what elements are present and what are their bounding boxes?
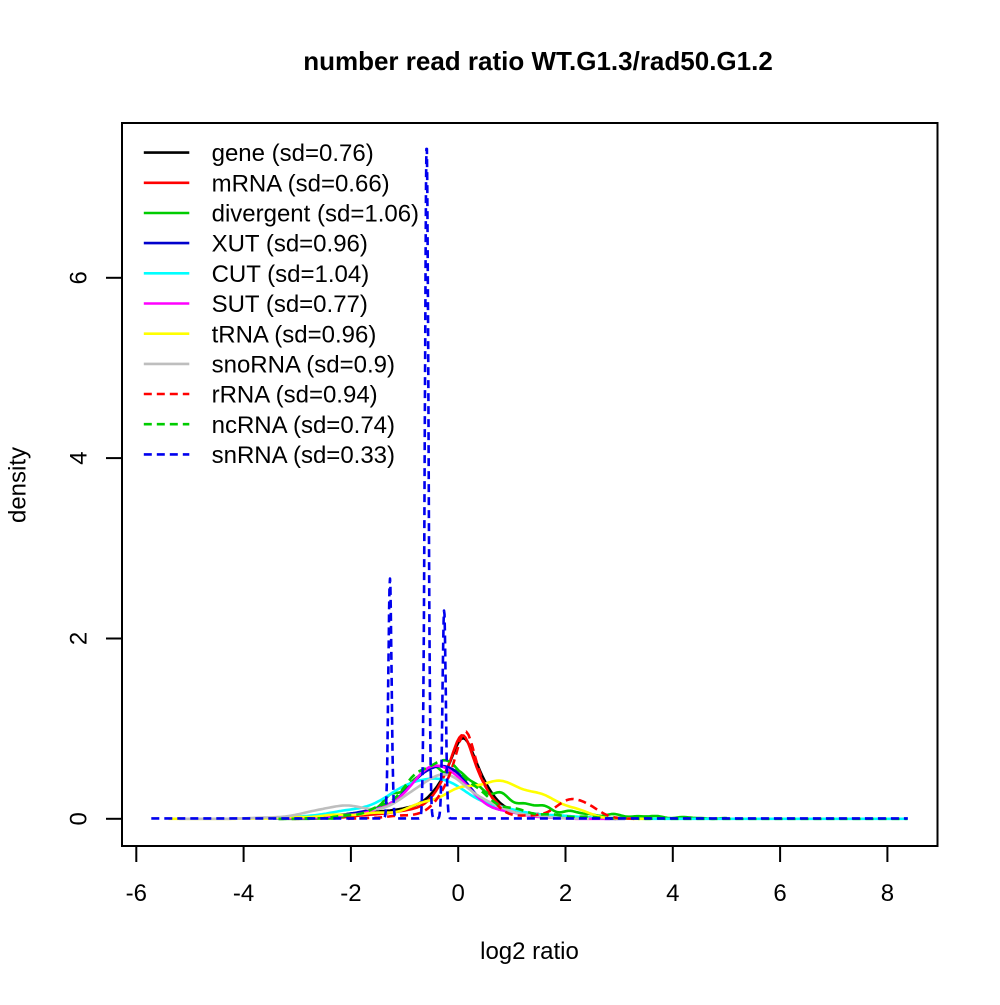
svg-text:-2: -2 (340, 880, 361, 907)
svg-text:4: 4 (65, 451, 92, 464)
svg-text:density: density (5, 447, 32, 523)
svg-text:ncRNA (sd=0.74): ncRNA (sd=0.74) (212, 412, 395, 439)
svg-text:8: 8 (881, 880, 894, 907)
svg-text:XUT (sd=0.96): XUT (sd=0.96) (212, 231, 368, 258)
svg-text:SUT (sd=0.77): SUT (sd=0.77) (212, 291, 368, 318)
svg-text:tRNA (sd=0.96): tRNA (sd=0.96) (212, 321, 377, 348)
svg-text:6: 6 (773, 880, 786, 907)
svg-text:mRNA (sd=0.66): mRNA (sd=0.66) (212, 170, 390, 197)
svg-text:6: 6 (65, 271, 92, 284)
svg-text:-6: -6 (126, 880, 147, 907)
svg-text:log2 ratio: log2 ratio (480, 938, 579, 965)
svg-text:rRNA (sd=0.94): rRNA (sd=0.94) (212, 382, 378, 409)
svg-text:0: 0 (65, 812, 92, 825)
svg-text:-4: -4 (233, 880, 254, 907)
svg-text:snoRNA (sd=0.9): snoRNA (sd=0.9) (212, 352, 395, 379)
svg-text:divergent (sd=1.06): divergent (sd=1.06) (212, 201, 419, 228)
svg-text:2: 2 (559, 880, 572, 907)
svg-text:4: 4 (666, 880, 679, 907)
svg-text:CUT (sd=1.04): CUT (sd=1.04) (212, 261, 370, 288)
svg-text:gene (sd=0.76): gene (sd=0.76) (212, 140, 374, 167)
svg-text:2: 2 (65, 632, 92, 645)
svg-text:snRNA (sd=0.33): snRNA (sd=0.33) (212, 442, 395, 469)
svg-text:0: 0 (452, 880, 465, 907)
svg-text:number read ratio WT.G1.3/rad5: number read ratio WT.G1.3/rad50.G1.2 (303, 46, 773, 76)
